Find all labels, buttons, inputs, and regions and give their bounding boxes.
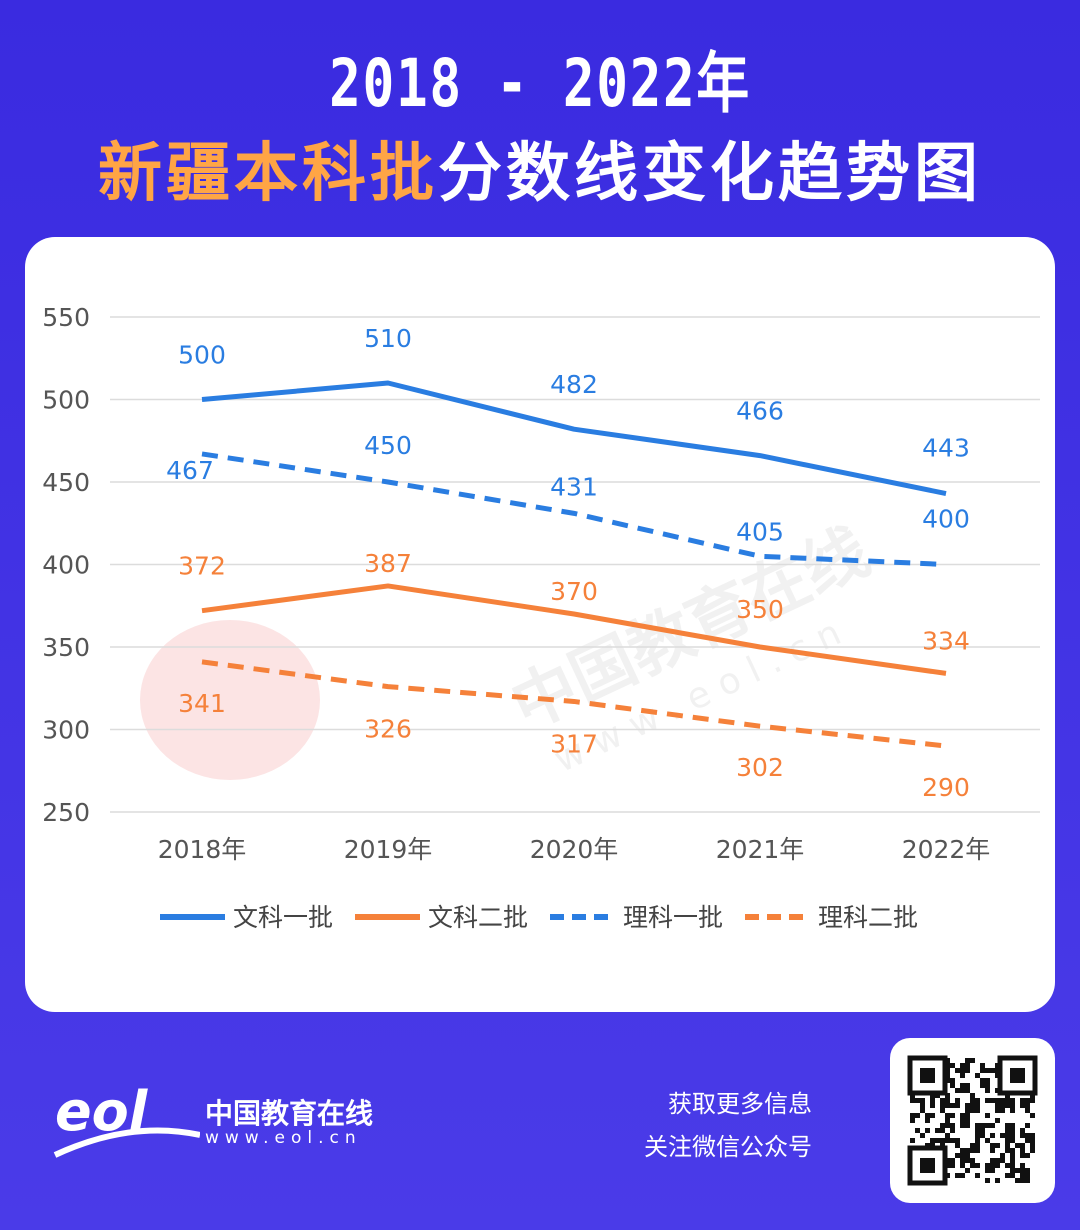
- title-years: 2018 - 2022年: [329, 45, 751, 122]
- legend-label: 理科二批: [818, 903, 918, 932]
- data-label: 467: [166, 456, 214, 485]
- y-tick-label: 400: [42, 551, 90, 580]
- y-tick-label: 550: [42, 303, 90, 332]
- data-label: 334: [922, 626, 970, 655]
- x-tick-label: 2019年: [344, 835, 433, 864]
- data-label: 405: [736, 517, 784, 546]
- data-label: 326: [364, 715, 412, 744]
- series-line: [201, 380, 947, 496]
- data-label: 500: [178, 341, 226, 370]
- y-tick-label: 450: [42, 468, 90, 497]
- x-tick-label: 2020年: [530, 835, 619, 864]
- title-highlight: 新疆本科批: [98, 137, 438, 211]
- data-label: 370: [550, 577, 598, 606]
- x-tick-label: 2022年: [902, 835, 991, 864]
- footer-info-1: 获取更多信息: [668, 1090, 812, 1118]
- title-main: 新疆本科批分数线变化趋势图: [0, 122, 1080, 214]
- legend-label: 文科一批: [233, 903, 333, 932]
- y-tick-label: 300: [42, 716, 90, 745]
- data-label: 341: [178, 689, 226, 718]
- x-tick-label: 2021年: [716, 835, 805, 864]
- x-tick-label: 2018年: [158, 835, 247, 864]
- y-tick-label: 350: [42, 633, 90, 662]
- data-label: 510: [364, 324, 412, 353]
- chart-card: [25, 237, 1055, 1012]
- series-line: [201, 659, 947, 749]
- data-label: 372: [178, 552, 226, 581]
- data-label: 431: [550, 472, 598, 501]
- series-line: [201, 451, 947, 567]
- y-tick-label: 250: [42, 798, 90, 827]
- data-label: 443: [922, 434, 970, 463]
- legend-label: 理科一批: [623, 903, 723, 932]
- data-label: 302: [736, 753, 784, 782]
- data-label: 317: [550, 729, 598, 758]
- qr-code: [890, 1038, 1055, 1203]
- data-label: 350: [736, 595, 784, 624]
- title-rest: 分数线变化趋势图: [438, 137, 982, 211]
- data-label: 290: [922, 773, 970, 802]
- data-label: 450: [364, 431, 412, 460]
- data-label: 466: [736, 397, 784, 426]
- data-label: 400: [922, 505, 970, 534]
- footer-brand: 中国教育在线: [205, 1097, 374, 1130]
- data-label: 387: [364, 549, 412, 578]
- footer-info-2: 关注微信公众号: [644, 1133, 812, 1161]
- data-label: 482: [550, 370, 598, 399]
- legend-label: 文科二批: [428, 903, 528, 932]
- y-tick-label: 500: [42, 386, 90, 415]
- eol-logo: eol: [53, 1080, 200, 1158]
- series-line: [201, 583, 947, 676]
- footer-url: www.eol.cn: [205, 1128, 362, 1148]
